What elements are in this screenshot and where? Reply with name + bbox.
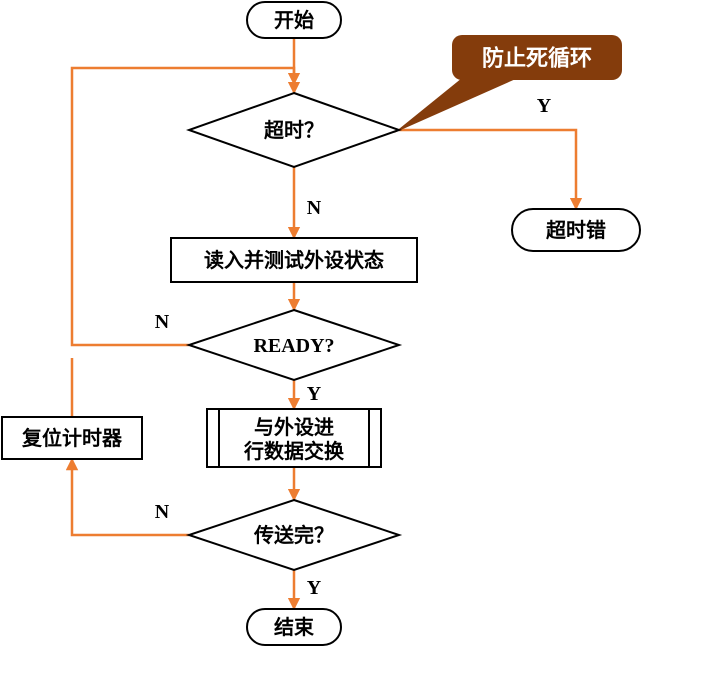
edge-label-1: N	[307, 197, 322, 219]
node-label-ready: READY?	[253, 335, 334, 357]
node-label-end: 结束	[274, 615, 315, 639]
node-label2-exchange: 行数据交换	[243, 439, 345, 463]
node-label-done: 传送完？	[253, 523, 334, 547]
edge-label-6: Y	[537, 95, 552, 117]
edge-label-5: Y	[307, 577, 322, 599]
edge-label-3: Y	[307, 383, 322, 405]
edge-label-8: N	[155, 501, 170, 523]
node-label1-exchange: 与外设进	[254, 415, 334, 439]
edge-label-7: N	[155, 311, 170, 333]
flowchart: N Y Y Y N N 防止死循环 开始超时？ 读入并测试外设状态 READY? 与外设进行数据交换…	[0, 0, 709, 683]
node-label-reset: 复位计时器	[21, 426, 123, 450]
node-label-timeouterr: 超时错	[545, 218, 606, 242]
node-label-read: 读入并测试外设状态	[204, 248, 384, 272]
node-label-start: 开始	[274, 8, 314, 32]
node-label-timeout: 超时？	[263, 118, 324, 142]
callout-text: 防止死循环	[482, 46, 592, 71]
